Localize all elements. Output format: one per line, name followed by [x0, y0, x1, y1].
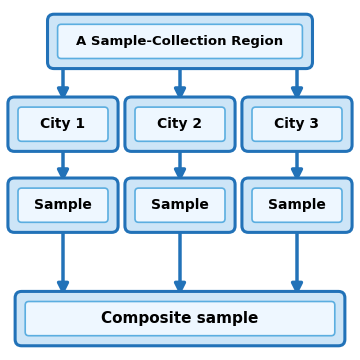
Text: Sample: Sample	[268, 198, 326, 212]
Text: A Sample-Collection Region: A Sample-Collection Region	[76, 35, 284, 48]
Text: City 2: City 2	[157, 117, 203, 131]
FancyBboxPatch shape	[18, 188, 108, 222]
Text: Sample: Sample	[151, 198, 209, 212]
FancyBboxPatch shape	[125, 97, 235, 151]
FancyBboxPatch shape	[135, 188, 225, 222]
FancyBboxPatch shape	[242, 97, 352, 151]
FancyBboxPatch shape	[15, 292, 345, 346]
FancyBboxPatch shape	[48, 14, 312, 68]
FancyBboxPatch shape	[135, 107, 225, 141]
FancyBboxPatch shape	[18, 107, 108, 141]
FancyBboxPatch shape	[8, 97, 118, 151]
FancyBboxPatch shape	[252, 107, 342, 141]
Text: Composite sample: Composite sample	[101, 311, 259, 326]
Text: Sample: Sample	[34, 198, 92, 212]
FancyBboxPatch shape	[252, 188, 342, 222]
FancyBboxPatch shape	[25, 301, 335, 336]
Text: City 1: City 1	[40, 117, 86, 131]
FancyBboxPatch shape	[242, 178, 352, 233]
Text: City 3: City 3	[275, 117, 320, 131]
FancyBboxPatch shape	[8, 178, 118, 233]
FancyBboxPatch shape	[125, 178, 235, 233]
FancyBboxPatch shape	[58, 24, 302, 58]
